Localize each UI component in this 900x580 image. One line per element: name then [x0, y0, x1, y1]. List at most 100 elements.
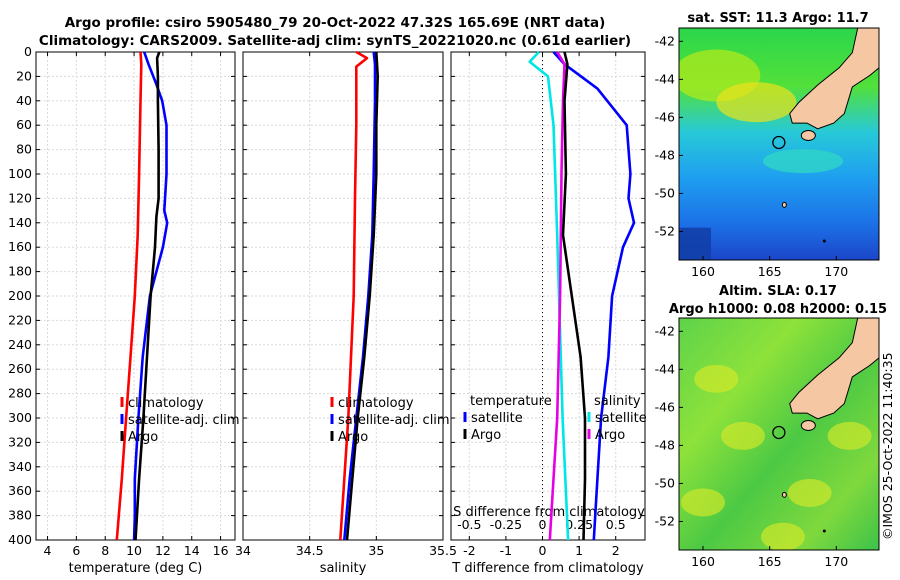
series-line-t-argo — [552, 51, 636, 541]
series-line-t-satellite — [528, 51, 570, 541]
map-y-tick-label: -50 — [655, 185, 675, 200]
sla-map-title2: Argo h1000: 0.08 h2000: 0.15 — [669, 302, 887, 317]
x-tick-label: 35 — [368, 543, 384, 558]
sst-front — [763, 149, 843, 174]
sla-map: 160 165 170 -42 -44 -46 -48 -50 -52 — [655, 317, 880, 569]
map-y-tick-label: -42 — [655, 33, 675, 48]
legend-entry: Argo — [128, 430, 158, 445]
series-line-argo — [345, 51, 380, 541]
x-tick-label: 34 — [235, 543, 251, 558]
x-tick-label: 2 — [612, 543, 620, 558]
map-frame — [678, 27, 880, 261]
map-field — [679, 318, 879, 550]
x-axis-label: salinity — [320, 561, 367, 576]
sst-cold-patch — [679, 227, 711, 260]
x-tick-label: 12 — [155, 543, 171, 558]
x-tick-label: -1 — [500, 543, 512, 558]
sla-high-patch — [694, 364, 739, 393]
sla-high-patch — [681, 488, 725, 517]
sla-high-patch — [721, 421, 765, 450]
sla-high-patch — [827, 421, 872, 450]
y-tick-label: 320 — [8, 434, 32, 449]
y-tick-label: 300 — [8, 410, 32, 425]
series-line-s-satellite — [548, 51, 566, 541]
map-x-tick-label: 160 — [691, 264, 715, 279]
land-stewart-island — [800, 419, 816, 431]
land-auckland-islands — [781, 491, 787, 498]
imos-watermark: ©IMOS 25-Oct-2022 11:40:35 — [880, 352, 895, 540]
series-line-s-argo — [561, 51, 587, 541]
legend-entry: Argo — [338, 430, 368, 445]
y-tick-label: 400 — [8, 532, 32, 547]
figure-title-line1: Argo profile: csiro 5905480_79 20-Oct-20… — [65, 15, 606, 31]
map-x-tick-label: 160 — [691, 554, 715, 569]
legend-entry: satellite-adj. clim — [338, 413, 450, 428]
salinity-panel: 34 34.5 35 35.5 salinity climatology satellite… — [235, 50, 457, 576]
map-y-tick-label: -52 — [655, 223, 675, 238]
sst-map-title: sat. SST: 11.3 Argo: 11.7 — [687, 11, 868, 26]
legend-entry: climatology — [338, 396, 414, 411]
legend-title-salinity: salinity — [594, 394, 641, 409]
y-tick-label: 260 — [8, 361, 32, 376]
sst-warm-patch — [716, 82, 797, 123]
map-y-tick-label: -52 — [655, 513, 675, 528]
x-tick-label: 1 — [575, 543, 583, 558]
s-axis-label: S difference from climatology — [453, 505, 645, 520]
x-tick-label: 4 — [44, 543, 52, 558]
y-tick-label: 120 — [8, 190, 32, 205]
map-y-tick-label: -50 — [655, 475, 675, 490]
sla-high-patch — [787, 478, 832, 507]
map-x-tick-label: 165 — [758, 554, 782, 569]
y-tick-label: 340 — [8, 459, 32, 474]
s-tick-label: 0 — [539, 517, 547, 532]
y-tick-label: 140 — [8, 215, 32, 230]
y-tick-label: 40 — [16, 93, 32, 108]
legend-entry: satellite-adj. clim — [128, 413, 240, 428]
temperature-panel: 0 20 40 60 80 100 120 140 160 180 200 220 240 260 280 3… — [8, 44, 239, 576]
legend-entry: Argo — [471, 428, 501, 443]
argo-location-marker — [772, 425, 786, 440]
map-y-tick-label: -44 — [655, 71, 675, 86]
map-y-tick-label: -48 — [655, 437, 675, 452]
y-tick-label: 60 — [16, 117, 32, 132]
land-stewart-island — [800, 129, 816, 141]
land-campbell-island — [822, 239, 826, 243]
series-line-climatology — [115, 51, 143, 541]
map-y-tick-label: -46 — [655, 399, 675, 414]
x-axis-label: temperature (deg C) — [69, 561, 203, 576]
land-south-island — [789, 318, 879, 420]
x-axis-label: T difference from climatology — [451, 561, 644, 576]
land-campbell-island — [822, 529, 826, 533]
series-line-argo — [134, 51, 161, 541]
map-x-tick-label: 170 — [824, 264, 848, 279]
y-tick-label: 200 — [8, 288, 32, 303]
map-field — [679, 28, 879, 260]
x-tick-label: 14 — [184, 543, 200, 558]
map-y-tick-label: -44 — [655, 361, 675, 376]
s-tick-label: 0.25 — [565, 517, 593, 532]
series-line-climatology — [339, 50, 369, 541]
x-tick-label: 10 — [126, 543, 142, 558]
y-tick-label: 80 — [16, 142, 32, 157]
map-y-tick-label: -48 — [655, 147, 675, 162]
land-south-island — [789, 28, 879, 130]
y-tick-label: 160 — [8, 239, 32, 254]
y-tick-label: 240 — [8, 337, 32, 352]
x-tick-label: 8 — [101, 543, 109, 558]
legend-entry: satellite — [471, 411, 523, 426]
x-tick-label: -2 — [463, 543, 475, 558]
x-tick-label: 0 — [539, 543, 547, 558]
map-y-tick-label: -46 — [655, 109, 675, 124]
legend-entry: satellite — [595, 411, 647, 426]
map-x-tick-label: 165 — [758, 264, 782, 279]
y-tick-label: 380 — [8, 508, 32, 523]
land-auckland-islands — [781, 201, 787, 208]
figure-title-line2: Climatology: CARS2009. Satellite-adj cli… — [39, 33, 631, 49]
y-tick-label: 20 — [16, 68, 32, 83]
map-x-tick-label: 170 — [824, 554, 848, 569]
x-tick-label: 6 — [72, 543, 80, 558]
sla-high-patch — [761, 522, 805, 550]
x-tick-label: 35.5 — [429, 543, 457, 558]
map-y-tick-label: -42 — [655, 323, 675, 338]
